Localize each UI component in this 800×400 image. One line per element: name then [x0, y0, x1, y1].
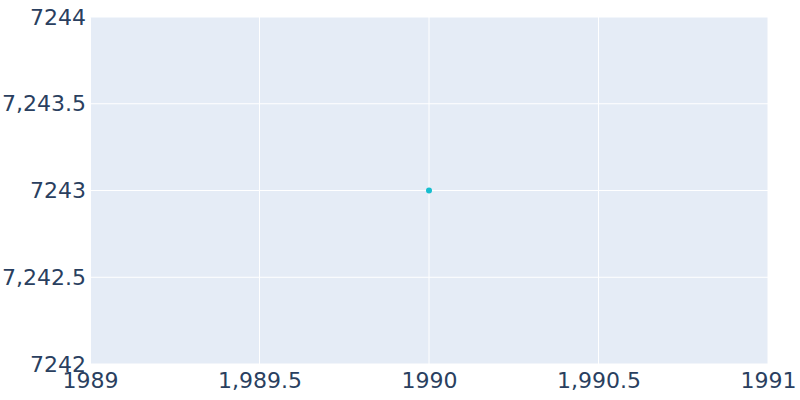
y-tick-label: 7243 [30, 178, 86, 203]
grid [90, 17, 768, 364]
x-axis: 19891,989.519901,990.51991 [63, 364, 797, 393]
x-tick-label: 1991 [741, 368, 797, 393]
x-axis-line [91, 364, 769, 365]
point [426, 188, 432, 194]
y-tick: 7243 [30, 178, 90, 203]
y-tick: 7,243.5 [2, 91, 90, 116]
y-axis-line [90, 18, 91, 365]
x-grid-line [90, 17, 91, 364]
y-grid-line [90, 364, 768, 365]
x-tick-label: 1990 [402, 368, 458, 393]
chart: 19891,989.519901,990.5199172427,242.5724… [0, 0, 800, 400]
y-tick: 7242 [30, 352, 90, 377]
y-tick-label: 7,243.5 [2, 91, 86, 116]
y-grid-line [90, 277, 768, 278]
y-axis: 7242 7,242.5 7243 7,243.5 7244 [2, 5, 90, 377]
x-tick: 1,989.5 [218, 364, 302, 393]
y-tick-label: 7242 [30, 352, 86, 377]
x-tick: 1991 [741, 364, 797, 393]
y-tick: 7244 [30, 5, 90, 30]
x-tick-label: 1,990.5 [557, 368, 641, 393]
y-grid-line [90, 103, 768, 104]
marks [426, 188, 432, 194]
y-tick-label: 7,242.5 [2, 265, 86, 290]
x-tick: 1,990.5 [557, 364, 641, 393]
y-grid-line [90, 17, 768, 18]
y-tick: 7,242.5 [2, 265, 90, 290]
x-tick: 1990 [402, 364, 458, 393]
x-tick-label: 1,989.5 [218, 368, 302, 393]
y-tick-label: 7244 [30, 5, 86, 30]
plot-background [90, 17, 768, 364]
plot: 19891,989.519901,990.5199172427,242.5724… [2, 5, 796, 393]
